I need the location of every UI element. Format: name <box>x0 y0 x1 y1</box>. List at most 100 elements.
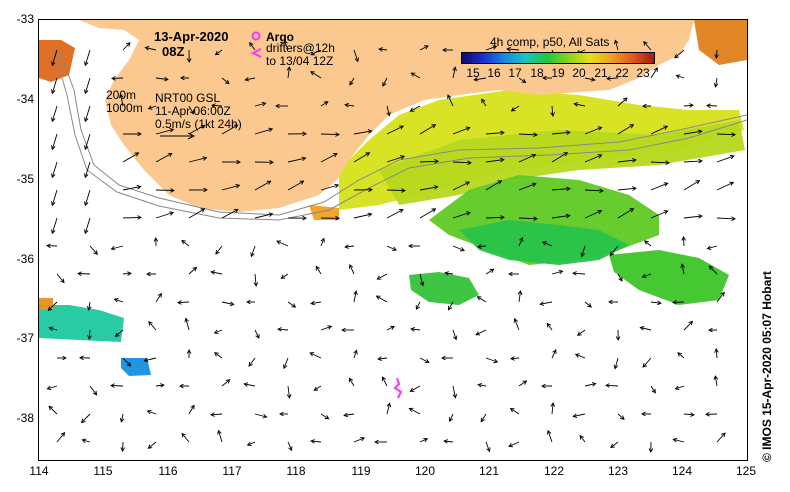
current-vector <box>452 67 456 79</box>
current-vector <box>310 49 322 56</box>
current-vector-head <box>181 239 186 245</box>
current-vector-head <box>250 252 255 258</box>
current-vector-head <box>291 303 297 308</box>
current-vector-head <box>480 417 485 423</box>
current-vector-head <box>531 182 537 187</box>
current-vector <box>419 124 436 135</box>
current-vector <box>518 217 538 220</box>
current-vector-head <box>262 413 268 419</box>
current-vector <box>81 413 91 423</box>
current-vector <box>551 105 554 117</box>
current-vector-head <box>597 154 603 159</box>
current-vector-head <box>531 153 537 159</box>
current-vector-head <box>695 180 701 185</box>
current-vector <box>51 161 58 178</box>
current-vector <box>84 77 91 94</box>
current-vector-head <box>225 379 231 384</box>
current-vector <box>610 441 619 448</box>
current-vector <box>716 432 726 443</box>
current-vector-head <box>302 215 307 221</box>
current-vector-head <box>299 180 305 185</box>
current-vector <box>122 186 141 191</box>
current-vector-head <box>214 50 220 56</box>
isobath-200-label: 200m <box>106 88 137 102</box>
current-vector-head <box>51 229 56 235</box>
current-vector <box>188 267 197 275</box>
current-vector <box>547 430 553 443</box>
current-vector-head <box>698 214 703 219</box>
current-vector-head <box>605 383 610 388</box>
current-vector <box>481 98 487 107</box>
current-vector-head <box>513 317 518 323</box>
current-vector <box>644 240 652 247</box>
current-vector-head <box>214 352 219 357</box>
current-vector <box>419 186 438 191</box>
current-vector <box>617 187 636 191</box>
current-vector-head <box>729 154 735 160</box>
current-vector-head <box>87 335 92 340</box>
current-vector <box>584 189 604 192</box>
current-vector <box>188 405 195 415</box>
current-vector-head <box>615 336 621 341</box>
current-vector <box>642 273 652 278</box>
current-vector-head <box>541 241 547 246</box>
current-vector <box>584 301 592 308</box>
current-vector-head <box>202 156 208 161</box>
current-vector-head <box>499 157 505 163</box>
current-vector-head <box>200 124 206 129</box>
current-vector-head <box>653 67 658 72</box>
current-vector-head <box>599 188 604 194</box>
current-vector <box>452 211 471 219</box>
current-vector <box>349 264 355 275</box>
current-vector-head <box>353 290 358 296</box>
isobath-1000-label: 1000m <box>106 101 143 115</box>
current-vector-head <box>423 45 429 50</box>
lon-tick-label: 115 <box>93 464 113 478</box>
current-vector-head <box>606 76 611 81</box>
current-vector-head <box>517 290 523 295</box>
current-vector-head <box>546 429 552 435</box>
current-vector <box>82 439 91 443</box>
current-vector-head <box>84 89 89 95</box>
current-vector-head <box>444 271 449 276</box>
current-vector <box>675 385 685 390</box>
lon-tick-label: 116 <box>158 464 178 478</box>
current-vector <box>145 47 157 51</box>
current-vector-head <box>81 438 87 444</box>
lon-tick-label: 118 <box>286 464 306 478</box>
lon-tick-label: 114 <box>29 464 49 478</box>
current-vector-head <box>500 130 505 136</box>
current-vector <box>419 160 439 163</box>
current-vector-head <box>47 306 53 311</box>
current-vector-head <box>672 300 677 305</box>
current-vector-head <box>46 243 51 249</box>
current-vector <box>518 183 536 191</box>
current-vector-head <box>497 180 503 185</box>
current-vector <box>320 413 329 420</box>
lat-tick-label: -37 <box>16 331 34 345</box>
lon-tick-label: 119 <box>351 464 371 478</box>
current-vector-head <box>552 349 557 354</box>
current-vector <box>575 353 586 359</box>
current-vector <box>47 385 58 390</box>
current-vector <box>584 383 596 387</box>
current-vector-head <box>539 301 545 306</box>
current-vector <box>640 327 652 331</box>
current-date-label: 11-Apr 06:00Z <box>155 104 231 118</box>
current-vector-head <box>213 329 219 334</box>
current-vector <box>674 49 685 59</box>
current-vector <box>320 153 338 163</box>
sst-patch <box>609 250 729 305</box>
current-vector-head <box>705 412 710 417</box>
current-vector-head <box>714 348 719 353</box>
current-vector <box>320 325 332 331</box>
current-vector-head <box>590 77 596 82</box>
current-vector <box>155 212 174 219</box>
colorbar-tick: 17 <box>508 66 522 80</box>
current-vector <box>281 273 289 279</box>
current-vector <box>353 152 370 163</box>
current-vector <box>115 329 124 337</box>
current-vector <box>485 441 490 452</box>
current-vector-head <box>215 249 220 255</box>
current-vector-head <box>335 215 340 221</box>
